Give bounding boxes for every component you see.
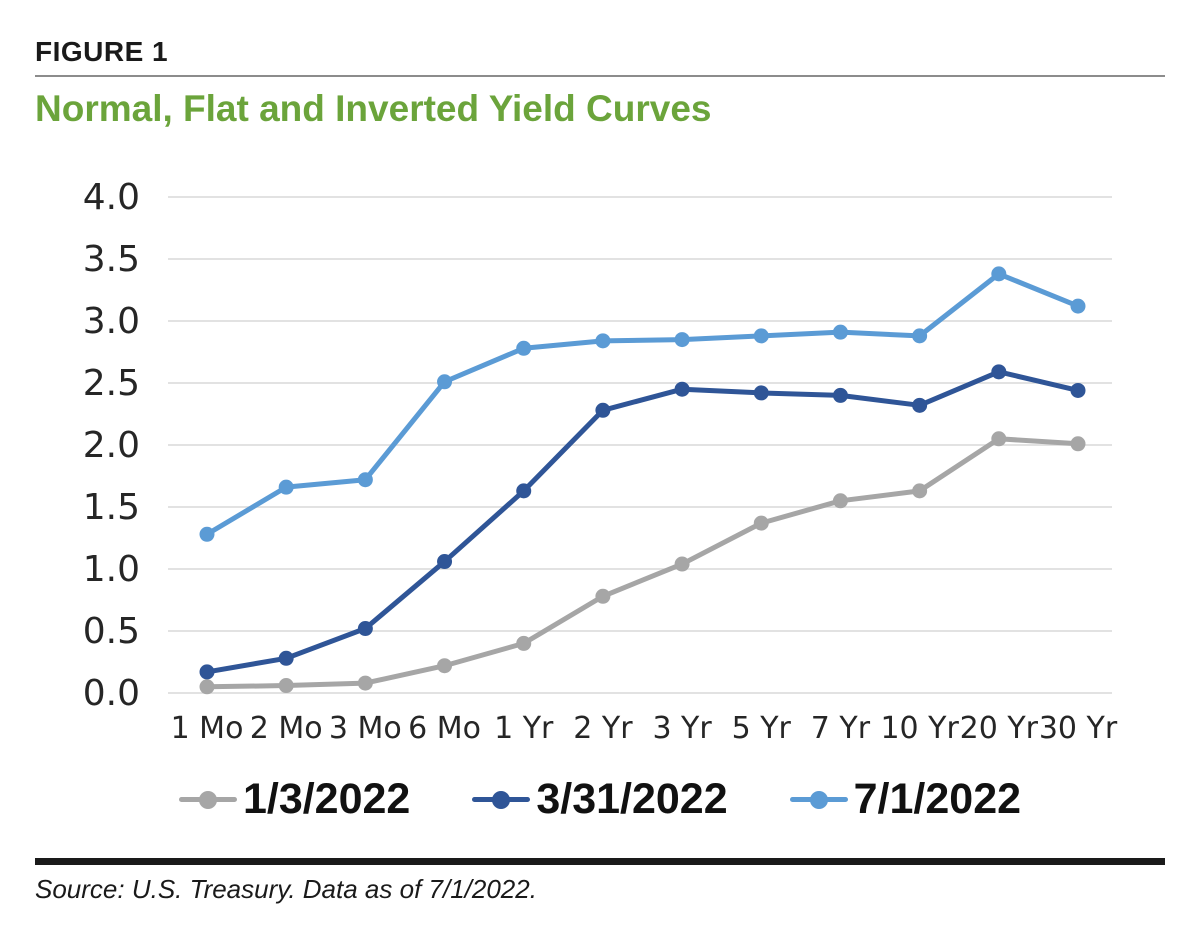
x-axis-tick-label: 2 Mo	[250, 711, 323, 746]
data-point	[991, 266, 1007, 282]
legend-item-series-1: 3/31/2022	[472, 775, 728, 823]
data-point	[674, 381, 690, 397]
x-axis-tick-label: 3 Yr	[652, 711, 712, 746]
line-marker-icon	[789, 790, 848, 809]
data-point	[912, 397, 928, 413]
x-axis-tick-label: 7 Yr	[811, 711, 871, 746]
y-axis-tick-label: 3.5	[83, 239, 140, 280]
x-axis-tick-label: 10 Yr	[880, 711, 959, 746]
y-axis-tick-label: 1.0	[83, 549, 140, 590]
line-marker-icon	[472, 790, 531, 809]
x-axis-tick-label: 1 Mo	[171, 711, 244, 746]
data-point	[753, 385, 769, 401]
series-line-0	[204, 436, 1081, 690]
data-point	[516, 483, 532, 499]
data-point	[516, 340, 532, 356]
data-point	[278, 650, 294, 666]
line-marker-icon	[178, 790, 237, 809]
x-axis-tick-label: 30 Yr	[1039, 711, 1118, 746]
legend-label: 3/31/2022	[536, 775, 728, 823]
legend-item-series-0: 1/3/2022	[178, 775, 411, 823]
x-axis-tick-label: 2 Yr	[573, 711, 633, 746]
data-point	[278, 678, 294, 694]
x-axis-tick-label: 5 Yr	[732, 711, 792, 746]
y-axis-tick-label: 0.0	[83, 673, 140, 714]
series-line-2	[204, 271, 1081, 537]
data-point	[357, 675, 373, 691]
data-point	[278, 479, 294, 495]
data-point	[1070, 436, 1086, 452]
data-point	[832, 387, 848, 403]
bottom-bar-divider	[35, 858, 1165, 865]
data-point	[437, 658, 453, 674]
data-point	[912, 483, 928, 499]
data-point	[991, 431, 1007, 447]
y-axis-tick-label: 2.0	[83, 425, 140, 466]
data-point	[437, 554, 453, 570]
data-point	[1070, 382, 1086, 398]
data-point	[437, 374, 453, 390]
legend-item-series-2: 7/1/2022	[789, 775, 1022, 823]
data-point	[199, 526, 215, 542]
legend-label: 1/3/2022	[242, 775, 411, 823]
figure-rule-divider	[35, 75, 1165, 77]
figure-label: FIGURE 1	[35, 36, 169, 67]
data-point	[199, 679, 215, 695]
y-axis-tick-label: 4.0	[83, 177, 140, 218]
data-point	[1070, 298, 1086, 314]
y-axis-tick-label: 0.5	[83, 611, 140, 652]
data-point	[516, 635, 532, 651]
x-axis-tick-label: 3 Mo	[329, 711, 402, 746]
data-point	[357, 472, 373, 488]
y-axis-tick-label: 1.5	[83, 487, 140, 528]
x-axis-tick-label: 6 Mo	[408, 711, 481, 746]
chart-title: Normal, Flat and Inverted Yield Curves	[35, 88, 712, 129]
data-point	[832, 324, 848, 340]
series-line-1	[204, 369, 1081, 675]
data-point	[753, 328, 769, 344]
data-point	[991, 364, 1007, 380]
data-point	[674, 556, 690, 572]
source-attribution: Source: U.S. Treasury. Data as of 7/1/20…	[35, 874, 537, 904]
x-axis-tick-label: 20 Yr	[960, 711, 1039, 746]
data-point	[357, 621, 373, 637]
y-axis-tick-label: 2.5	[83, 363, 140, 404]
x-axis-tick-label: 1 Yr	[494, 711, 554, 746]
y-axis-tick-label: 3.0	[83, 301, 140, 342]
data-point	[674, 332, 690, 348]
data-point	[595, 402, 611, 418]
data-point	[199, 664, 215, 680]
chart-legend: 1/3/2022 3/31/2022 7/1/2022	[0, 778, 1200, 821]
data-point	[753, 515, 769, 531]
data-point	[595, 333, 611, 349]
yield-curve-line-chart: 0.0 0.5 1.0 1.5 2.0 2.5 3.0 3.5 4.0 1 Mo 2 Mo 3 Mo 6…	[83, 177, 1118, 746]
legend-label: 7/1/2022	[853, 775, 1022, 823]
data-point	[912, 328, 928, 344]
data-point	[832, 493, 848, 509]
data-point	[595, 588, 611, 604]
